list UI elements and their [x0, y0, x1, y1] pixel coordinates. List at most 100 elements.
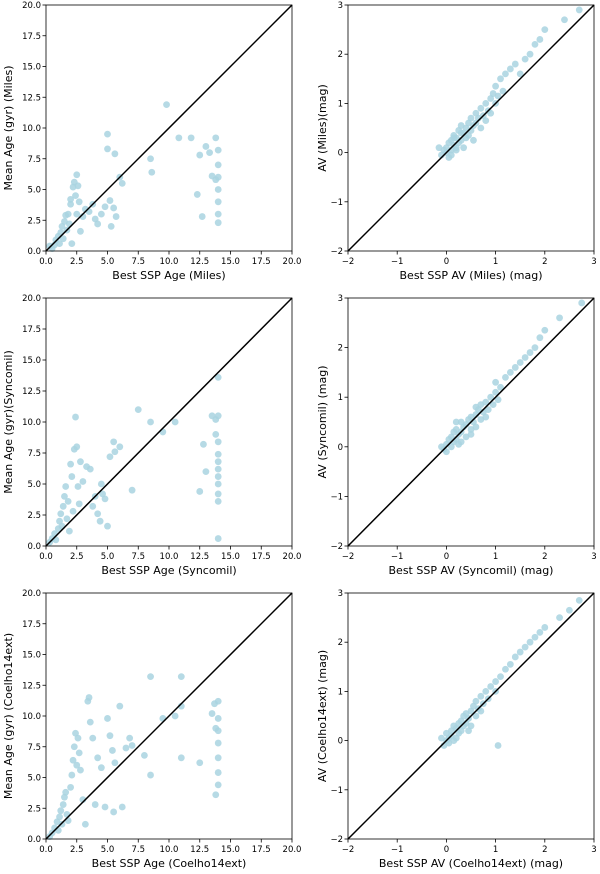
data-point [487, 683, 495, 690]
y-tick-label: 15.0 [22, 651, 41, 661]
data-point [214, 769, 222, 776]
data-point [118, 179, 126, 187]
y-tick-label: 17.5 [22, 620, 41, 630]
x-axis-label: Best SSP AV (Coelho14ext) (mag) [379, 857, 563, 870]
y-tick-label: 10.0 [22, 712, 41, 722]
x-tick-label: −1 [391, 845, 404, 855]
data-point [214, 497, 222, 505]
y-tick-label: 12.5 [22, 681, 41, 691]
x-tick-label: 2.5 [70, 552, 84, 562]
x-tick-label: 15.0 [221, 552, 240, 562]
data-point [214, 450, 222, 458]
y-tick-label: 0 [338, 443, 343, 453]
data-point [482, 413, 490, 421]
data-point [531, 344, 539, 351]
data-point [208, 710, 216, 717]
data-point [214, 490, 222, 498]
x-tick-label: −2 [342, 845, 355, 855]
x-tick-label: 0.0 [39, 257, 53, 267]
data-point [101, 203, 109, 211]
data-point [482, 688, 490, 695]
data-point [73, 761, 81, 769]
data-point [214, 739, 222, 747]
data-point [198, 213, 206, 220]
data-point [556, 614, 563, 621]
data-point [68, 473, 76, 480]
data-point [541, 26, 549, 33]
x-tick-label: 0.0 [39, 845, 53, 855]
data-point [68, 771, 76, 779]
x-axis-label: Best SSP Age (Coelho14ext) [92, 857, 247, 870]
axes-frame [347, 297, 595, 547]
x-tick-label: 10.0 [160, 845, 179, 855]
data-point [57, 510, 65, 518]
data-point [196, 151, 204, 159]
data-point [67, 460, 74, 468]
data-point [196, 759, 204, 767]
data-point [196, 488, 204, 495]
data-point [536, 628, 544, 636]
data-point [67, 195, 74, 203]
y-tick-label: 20.0 [22, 589, 41, 599]
data-point [74, 182, 82, 190]
data-point [128, 486, 136, 494]
scatter-points [438, 299, 586, 456]
x-tick-label: 12.5 [190, 257, 209, 267]
y-tick-label: −1 [330, 198, 343, 208]
data-point [214, 198, 222, 206]
data-point [97, 480, 105, 488]
data-point [73, 210, 81, 218]
data-point [69, 507, 77, 515]
data-point [111, 448, 119, 456]
x-axis-label: Best SSP AV (Miles) (mag) [400, 269, 543, 282]
data-point [502, 373, 509, 381]
data-point [214, 754, 222, 762]
identity-line [45, 4, 293, 252]
data-point [85, 694, 93, 701]
data-point [148, 168, 156, 176]
y-tick-label: 0.0 [27, 835, 41, 845]
data-point [61, 493, 68, 500]
data-point [62, 788, 70, 796]
data-point [521, 55, 529, 63]
y-tick-label: 20.0 [22, 1, 41, 11]
data-point [122, 744, 130, 752]
y-tick-label: 1 [338, 393, 343, 403]
y-tick-label: 7.5 [27, 155, 41, 165]
data-point [472, 712, 480, 720]
y-tick-label: 2.5 [27, 511, 41, 521]
data-point [506, 660, 514, 668]
y-tick-label: 2.5 [27, 804, 41, 814]
data-point [126, 734, 134, 742]
x-tick-label: 17.5 [252, 845, 271, 855]
scatter-points [46, 101, 222, 252]
data-point [457, 438, 465, 446]
axes-frame [347, 4, 595, 252]
x-tick-label: 7.5 [131, 257, 145, 267]
scatter-points [46, 373, 222, 546]
x-axis-label: Best SSP Age (Miles) [112, 269, 225, 282]
data-point [94, 754, 102, 762]
data-point [59, 801, 67, 808]
chart-panel-av-miles: −2 −1 0 1 2 3 −2 −1 0 1 2 3 Best SSP AV (Miles) (mag… [316, 1, 597, 282]
data-point [212, 791, 220, 799]
data-point [110, 438, 118, 446]
data-point [79, 478, 87, 485]
x-tick-label: 0 [444, 845, 449, 855]
data-point [109, 747, 116, 754]
x-tick-label: 1 [493, 257, 498, 267]
data-point [536, 36, 544, 43]
data-point [541, 326, 549, 334]
data-point [214, 186, 222, 193]
data-point [104, 715, 111, 722]
data-point [578, 299, 586, 307]
y-tick-label: 10.0 [22, 124, 41, 134]
y-axis-label: Mean Age (gyr) (Coelho14ext) [2, 633, 15, 799]
x-tick-label: −1 [391, 257, 404, 267]
data-point [492, 388, 499, 396]
data-point [516, 648, 524, 656]
data-point [214, 219, 222, 227]
data-point [62, 483, 70, 490]
y-axis-label: AV (Miles)(mag) [316, 84, 329, 172]
data-point [467, 431, 475, 438]
